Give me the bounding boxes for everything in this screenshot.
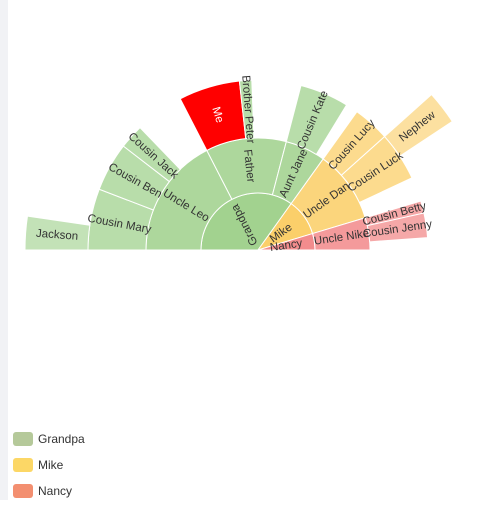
legend-item-nancy[interactable]: Nancy [13, 482, 85, 500]
legend-label-mike: Mike [38, 458, 64, 472]
legend-swatch-mike [13, 458, 33, 472]
segment-brother-peter[interactable] [238, 79, 255, 140]
segment-cousin-jack[interactable] [122, 126, 181, 183]
segment-nephew[interactable] [383, 93, 454, 157]
legend-swatch-grandpa [13, 432, 33, 446]
segment-cousin-kate[interactable] [285, 84, 348, 156]
segment-label-father: Father [241, 149, 257, 184]
legend-item-grandpa[interactable]: Grandpa [13, 430, 85, 448]
page-left-edge [0, 0, 8, 500]
segment-jackson[interactable] [24, 215, 91, 251]
sunburst-segments [24, 79, 454, 251]
legend-item-mike[interactable]: Mike [13, 456, 85, 474]
segment-cousin-jenny[interactable] [366, 212, 429, 243]
segment-label-jackson: Jackson [36, 228, 79, 243]
segment-label-brother-peter: Brother Peter [239, 75, 256, 144]
legend-swatch-nancy [13, 484, 33, 498]
segment-label-me: Me [209, 106, 225, 125]
legend-label-grandpa: Grandpa [38, 432, 85, 446]
segment-label-nancy: Nancy [269, 238, 303, 255]
chart-legend: Grandpa Mike Nancy [13, 430, 85, 508]
legend-label-nancy: Nancy [38, 484, 73, 498]
